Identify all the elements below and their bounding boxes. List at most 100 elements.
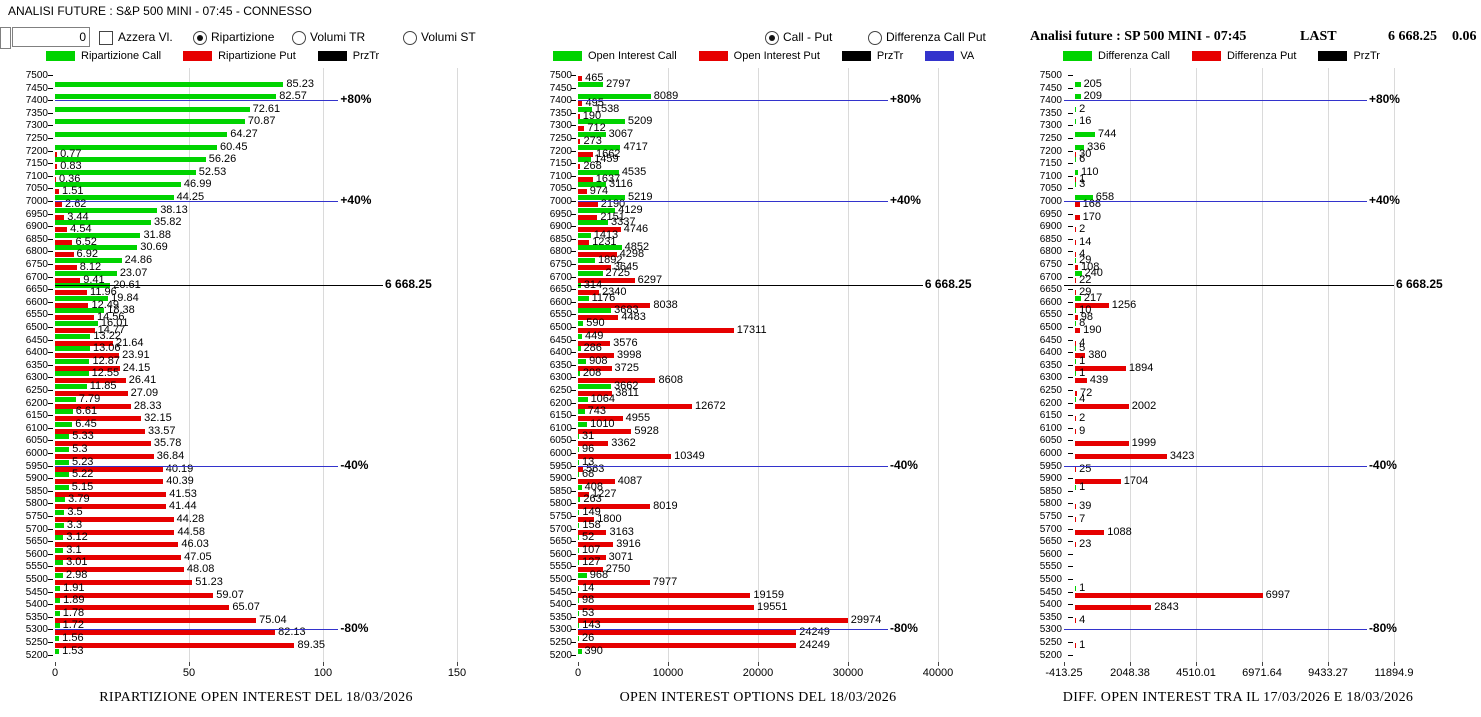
strike-label: 6450 bbox=[549, 334, 572, 346]
y-tick bbox=[571, 566, 576, 568]
strike-label: 5850 bbox=[549, 485, 572, 497]
put-value-label: 5928 bbox=[634, 424, 659, 437]
y-tick bbox=[1068, 112, 1074, 114]
legend-label: PrzTr bbox=[1353, 50, 1380, 62]
y-tick bbox=[1068, 541, 1074, 543]
radio-call-put[interactable] bbox=[765, 31, 779, 45]
put-bar bbox=[1075, 365, 1126, 371]
put-bar bbox=[1075, 227, 1077, 233]
x-tick-label: 4510.01 bbox=[1176, 667, 1216, 679]
call-bar bbox=[578, 510, 580, 515]
call-value-label: 1459 bbox=[594, 153, 619, 166]
strike-label: 5700 bbox=[25, 523, 48, 535]
call-value-label: 82.57 bbox=[279, 90, 307, 103]
azzera-checkbox[interactable] bbox=[99, 31, 113, 45]
call-bar bbox=[578, 472, 579, 478]
y-tick bbox=[571, 541, 576, 543]
put-value-label: 3.44 bbox=[67, 210, 89, 223]
call-value-label: 23.07 bbox=[119, 266, 148, 279]
put-bar bbox=[1075, 277, 1077, 283]
y-tick bbox=[48, 251, 53, 253]
call-value-label: 10 bbox=[1079, 304, 1092, 317]
y-tick bbox=[571, 465, 576, 467]
put-value-label: 44.28 bbox=[176, 513, 205, 525]
y-tick bbox=[571, 150, 576, 152]
strike-label: 5500 bbox=[25, 574, 48, 585]
radio-ripartizione[interactable] bbox=[193, 31, 207, 45]
legend-item-prztr: PrzTr bbox=[317, 50, 379, 62]
strike-label: 5550 bbox=[25, 561, 48, 573]
put-value-label: 2151 bbox=[600, 210, 625, 223]
legend-item-ripartizione-call: Ripartizione Call bbox=[46, 50, 161, 62]
call-bar bbox=[1075, 371, 1077, 377]
strike-label: 5800 bbox=[549, 498, 572, 510]
y-tick bbox=[1068, 490, 1074, 492]
strike-label: 7000 bbox=[25, 196, 48, 207]
y-tick bbox=[48, 264, 53, 265]
open-interest-put-swatch bbox=[698, 51, 728, 61]
strike-label: 5300 bbox=[1039, 624, 1062, 636]
call-bar bbox=[578, 308, 612, 314]
call-bar bbox=[578, 598, 579, 604]
radio-volumi-tr-label: Volumi TR bbox=[310, 30, 366, 44]
put-value-label: 6.92 bbox=[76, 248, 98, 261]
strike-label: 6000 bbox=[1039, 448, 1062, 459]
call-bar bbox=[578, 610, 579, 616]
prztr-swatch bbox=[1318, 51, 1348, 61]
put-value-label: 1088 bbox=[1107, 525, 1132, 538]
call-bar bbox=[55, 81, 284, 87]
call-value-label: 16.01 bbox=[100, 317, 129, 329]
put-value-label: 3916 bbox=[616, 538, 641, 551]
call-bar bbox=[578, 270, 603, 276]
spinner-fragment[interactable] bbox=[0, 27, 11, 49]
ref-line-label: 6 668.25 bbox=[385, 276, 432, 291]
call-bar bbox=[578, 535, 579, 541]
call-value-label: 5209 bbox=[627, 115, 653, 128]
strike-label: 5750 bbox=[549, 511, 572, 522]
x-tick-label: 50 bbox=[182, 667, 196, 679]
put-bar bbox=[1075, 391, 1077, 396]
y-tick bbox=[1068, 289, 1074, 291]
strike-label: 6650 bbox=[549, 284, 572, 296]
put-bar bbox=[1075, 617, 1077, 623]
call-value-label: 449 bbox=[585, 329, 604, 342]
y-tick bbox=[571, 629, 576, 631]
call-value-label: 110 bbox=[1081, 165, 1099, 178]
put-bar bbox=[55, 416, 142, 422]
put-bar bbox=[578, 504, 651, 510]
radio-volumi-st[interactable] bbox=[403, 31, 417, 45]
prztr-swatch bbox=[841, 51, 871, 61]
ref-line-label: +80% bbox=[889, 92, 921, 107]
call-value-label: 6.45 bbox=[75, 417, 97, 430]
call-value-label: 743 bbox=[587, 405, 607, 418]
ref-line-label: -80% bbox=[340, 621, 369, 636]
y-tick bbox=[48, 188, 53, 190]
call-value-label: 1064 bbox=[590, 392, 616, 405]
radio-volumi-tr[interactable] bbox=[292, 31, 306, 45]
strike-label: 7150 bbox=[25, 158, 48, 170]
call-value-label: 286 bbox=[583, 342, 602, 355]
strike-label: 6750 bbox=[549, 259, 572, 270]
put-bar bbox=[578, 580, 650, 585]
put-value-label: 8.12 bbox=[79, 261, 102, 273]
call-value-label: 143 bbox=[582, 619, 601, 632]
call-bar bbox=[578, 648, 582, 654]
va-line bbox=[1064, 465, 1367, 467]
radio-differenza-call-put[interactable] bbox=[868, 31, 882, 45]
y-tick bbox=[1068, 579, 1074, 580]
differenza-put-swatch bbox=[1191, 51, 1221, 61]
strike-label: 5850 bbox=[1039, 485, 1062, 497]
y-tick bbox=[571, 591, 576, 593]
put-value-label: 3576 bbox=[613, 336, 638, 349]
put-bar bbox=[1075, 592, 1263, 598]
threshold-input[interactable] bbox=[12, 27, 90, 47]
y-tick bbox=[571, 75, 576, 76]
va-line bbox=[578, 100, 888, 102]
put-bar bbox=[1075, 340, 1077, 346]
strike-label: 7000 bbox=[549, 196, 572, 207]
legend-label: PrzTr bbox=[876, 50, 904, 62]
y-tick bbox=[1068, 352, 1074, 354]
x-tick bbox=[1262, 662, 1263, 666]
put-bar bbox=[55, 164, 58, 170]
put-bar bbox=[578, 454, 672, 459]
